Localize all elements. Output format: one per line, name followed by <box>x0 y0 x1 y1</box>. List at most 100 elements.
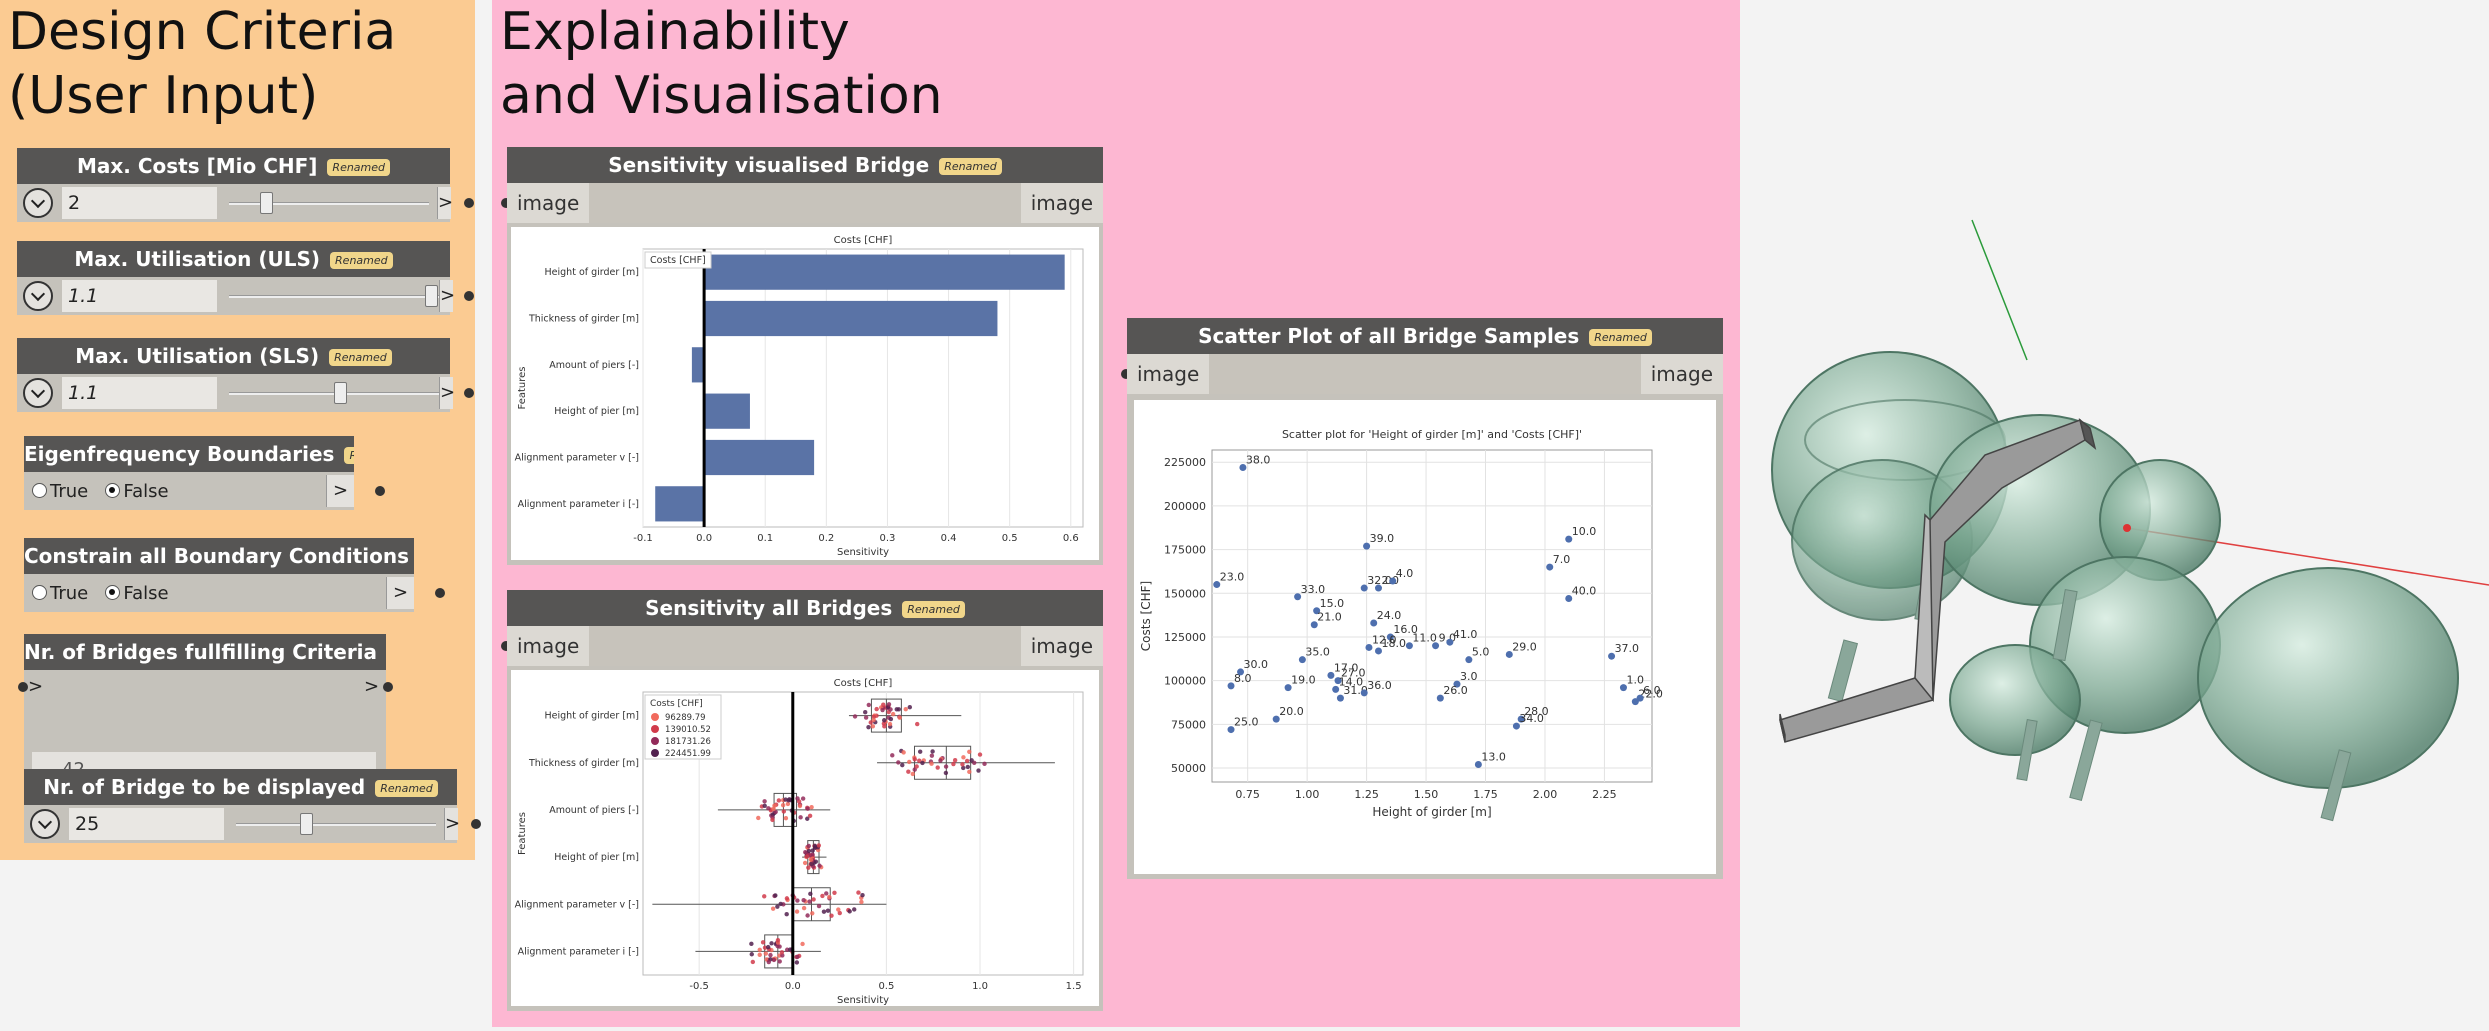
slider-value[interactable]: 1.1 <box>62 280 217 312</box>
point-label: 41.0 <box>1453 628 1478 641</box>
legend-label: 224451.99 <box>665 749 711 759</box>
input-label[interactable]: image <box>507 626 590 666</box>
input-arrow[interactable]: > <box>28 676 44 697</box>
output-port[interactable] <box>383 682 393 692</box>
input-port[interactable] <box>18 682 28 692</box>
input-port[interactable] <box>1121 369 1131 379</box>
x-tick-label: 0.0 <box>785 981 801 992</box>
node-title[interactable]: Scatter Plot of all Bridge Samples Rename… <box>1127 318 1723 354</box>
image-node-sensitivity-all[interactable]: Sensitivity all Bridges Renamed image ima… <box>501 590 1103 1011</box>
slider-handle[interactable] <box>260 192 273 214</box>
node-title[interactable]: Sensitivity all Bridges Renamed <box>507 590 1103 626</box>
node-title[interactable]: Sensitivity visualised Bridge Renamed <box>507 147 1103 183</box>
node-title[interactable]: Eigenfrequency BoundariesRenamed <box>24 436 354 472</box>
output-arrow-button[interactable]: > <box>437 187 453 219</box>
swarm-point <box>777 959 782 964</box>
output-port[interactable] <box>471 819 481 829</box>
output-port[interactable] <box>375 486 385 496</box>
input-label[interactable]: image <box>1127 354 1210 394</box>
swarm-point <box>976 768 981 773</box>
swarm-point <box>757 947 762 952</box>
output-port[interactable] <box>464 198 474 208</box>
output-arrow-button[interactable]: > <box>386 577 414 609</box>
input-port[interactable] <box>501 198 511 208</box>
legend-title: Costs [CHF] <box>650 699 703 709</box>
scatter-point <box>1227 726 1235 734</box>
output-arrow-button[interactable]: > <box>439 280 455 312</box>
radio-true[interactable] <box>32 482 47 498</box>
swarm-point <box>871 714 877 719</box>
swarm-point <box>886 702 892 707</box>
slider-handle[interactable] <box>334 382 347 404</box>
toggle-eigenfrequency[interactable]: Eigenfrequency BoundariesRenamed True Fa… <box>24 436 385 510</box>
slider-value[interactable]: 25 <box>69 808 224 840</box>
chevron-down-icon[interactable] <box>23 188 53 218</box>
output-label[interactable]: image <box>1640 354 1723 394</box>
swarm-point <box>825 908 831 913</box>
radio-false[interactable] <box>105 482 121 498</box>
scatter-point <box>1298 656 1306 664</box>
slider-track[interactable] <box>229 202 429 205</box>
radio-true[interactable] <box>32 584 47 600</box>
swarm-point <box>760 940 766 945</box>
slider-max-costs[interactable]: Max. Costs [Mio CHF] Renamed 2 > <box>17 148 474 222</box>
output-port[interactable] <box>464 291 474 301</box>
slider-handle[interactable] <box>300 813 313 835</box>
x-tick-label: 0.3 <box>879 533 895 544</box>
x-tick-label: 1.25 <box>1354 788 1379 801</box>
scatter-point <box>1546 563 1554 571</box>
scatter-point <box>1505 650 1513 658</box>
node-title[interactable]: Nr. of Bridge to be displayed Renamed <box>24 769 457 805</box>
swarm-point <box>866 724 871 730</box>
slider-handle[interactable] <box>425 285 438 307</box>
node-title[interactable]: Constrain all Boundary ConditionsRenamed <box>24 538 414 574</box>
renamed-badge: Renamed <box>1589 329 1652 346</box>
point-label: 21.0 <box>1317 611 1342 624</box>
point-label: 13.0 <box>1481 751 1506 764</box>
chart-title: Scatter plot for 'Height of girder [m]' … <box>1282 428 1582 441</box>
chevron-down-icon[interactable] <box>23 281 53 311</box>
3d-viewport[interactable] <box>1740 0 2489 1027</box>
slider-value[interactable]: 1.1 <box>62 377 217 409</box>
scatter-point <box>1389 577 1397 585</box>
bar <box>655 486 705 522</box>
chevron-down-icon[interactable] <box>23 378 53 408</box>
slider-nr-bridge-display[interactable]: Nr. of Bridge to be displayed Renamed 25 … <box>24 769 481 843</box>
node-title[interactable]: Nr. of Bridges fullfilling CriteriaRenam… <box>24 634 386 670</box>
toggle-constrain-boundary[interactable]: Constrain all Boundary ConditionsRenamed… <box>24 538 445 612</box>
radio-false[interactable] <box>105 584 121 600</box>
slider-max-sls[interactable]: Max. Utilisation (SLS) Renamed 1.1 > <box>17 338 474 412</box>
x-tick-label: 1.00 <box>1295 788 1320 801</box>
node-title[interactable]: Max. Costs [Mio CHF] Renamed <box>17 148 450 184</box>
slider-track[interactable] <box>236 823 436 826</box>
slider-max-uls[interactable]: Max. Utilisation (ULS) Renamed 1.1 > <box>17 241 474 315</box>
x-tick-label: 0.0 <box>696 533 712 544</box>
legend-marker <box>651 725 659 733</box>
output-arrow-button[interactable]: > <box>439 377 455 409</box>
node-title[interactable]: Max. Utilisation (ULS) Renamed <box>17 241 450 277</box>
radio-group: True False <box>32 478 169 506</box>
output-port[interactable] <box>464 388 474 398</box>
swarm-point <box>952 757 958 763</box>
input-label[interactable]: image <box>507 183 590 223</box>
point-label: 15.0 <box>1320 597 1345 610</box>
swarm-point <box>930 749 935 754</box>
output-label[interactable]: image <box>1020 183 1103 223</box>
swarm-point <box>882 724 887 729</box>
output-arrow[interactable]: > <box>364 676 380 697</box>
output-label[interactable]: image <box>1020 626 1103 666</box>
swarm-point <box>771 806 776 812</box>
chevron-down-icon[interactable] <box>30 809 60 839</box>
output-arrow-button[interactable]: > <box>444 808 460 840</box>
image-node-scatter[interactable]: Scatter Plot of all Bridge Samples Rename… <box>1121 318 1723 879</box>
output-arrow-button[interactable]: > <box>326 475 354 507</box>
node-title[interactable]: Max. Utilisation (SLS) Renamed <box>17 338 450 374</box>
image-node-sensitivity-bridge[interactable]: Sensitivity visualised Bridge Renamed ima… <box>501 147 1103 565</box>
slider-track[interactable] <box>229 295 439 298</box>
slider-value[interactable]: 2 <box>62 187 217 219</box>
output-port[interactable] <box>435 588 445 598</box>
swarm-point <box>816 903 822 909</box>
input-port[interactable] <box>501 641 511 651</box>
renamed-badge: Renamed <box>902 601 965 618</box>
swarm-point <box>888 716 894 722</box>
